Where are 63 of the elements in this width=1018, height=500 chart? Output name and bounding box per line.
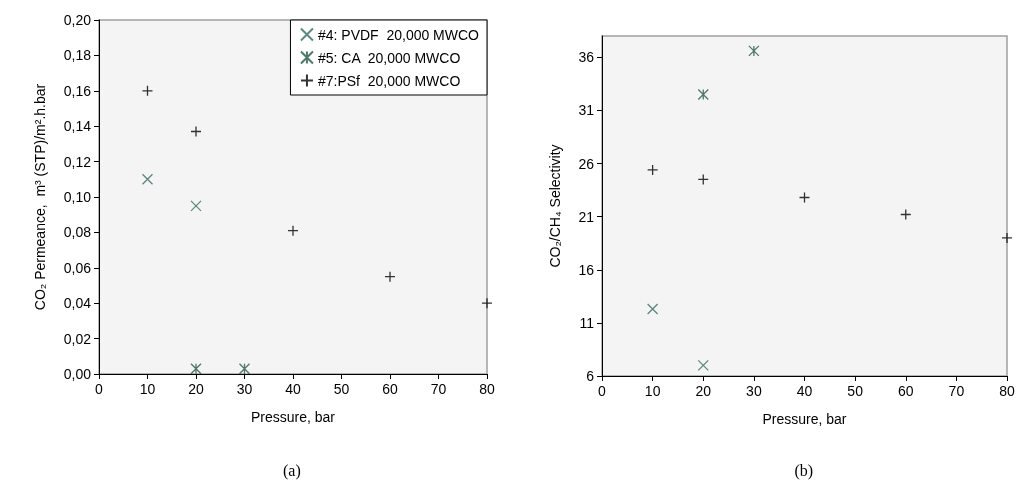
point — [697, 88, 709, 101]
x-axis-title: Pressure, bar — [762, 411, 847, 427]
y-tick-label: 0,00 — [63, 366, 92, 382]
x-tick-label: 70 — [948, 383, 965, 399]
y-tick-label: 31 — [578, 102, 595, 119]
x-tick-label: 10 — [644, 383, 661, 399]
point — [748, 45, 760, 57]
y-axis-title: CO₂ Permeance, m³ (STP)/m².h.bar — [32, 83, 48, 311]
point — [1001, 232, 1013, 244]
point — [697, 173, 709, 186]
x-tick-label: 50 — [847, 383, 864, 399]
text: (a) — [283, 461, 301, 480]
y-tick-label: 36 — [578, 49, 595, 66]
x-tick-label: 30 — [746, 383, 762, 399]
y-tick-label: 0,06 — [63, 259, 92, 276]
y-tick-label: 0,02 — [63, 330, 92, 347]
point — [141, 173, 154, 185]
y-tick-label: 0,08 — [63, 224, 92, 241]
text: (b) — [794, 461, 814, 480]
x-axis-title: Pressure, bar — [250, 409, 336, 425]
point — [798, 191, 811, 204]
x-tick-label: 60 — [897, 383, 914, 399]
y-tick-label: 26 — [578, 155, 595, 172]
point — [646, 303, 659, 315]
point — [646, 164, 659, 176]
legend-label: #5: CA 20,000 MWCO — [317, 49, 461, 66]
y-tick-label: 21 — [578, 208, 595, 225]
legend-label: #7:PSf 20,000 MWCO — [317, 72, 461, 89]
y-tick-label: 0,16 — [63, 82, 92, 99]
x-tick-label: 60 — [382, 381, 398, 397]
x-tick-label: 0 — [598, 383, 607, 399]
x-tick-label: 0 — [95, 381, 104, 397]
x-tick-label: 30 — [236, 381, 253, 397]
x-tick-label: 40 — [796, 383, 813, 399]
point — [190, 125, 202, 138]
y-tick-label: 0,10 — [63, 189, 92, 205]
x-tick-label: 70 — [430, 381, 447, 397]
x-tick-label: 50 — [333, 381, 350, 397]
x-tick-label: 40 — [285, 381, 301, 397]
point — [384, 271, 396, 283]
point — [141, 85, 154, 97]
y-tick-label: 16 — [578, 261, 595, 278]
y-tick-label: 0,14 — [63, 118, 92, 135]
point — [697, 359, 709, 372]
y-tick-label: 0,04 — [63, 295, 92, 312]
y-tick-label: 0,18 — [63, 47, 92, 64]
point — [190, 200, 202, 212]
point — [238, 363, 251, 375]
y-tick-label: 0,12 — [63, 153, 92, 170]
y-tick-label: 0,20 — [63, 12, 92, 28]
y-tick-label: 6 — [586, 368, 595, 384]
legend-label: #4: PVDF 20,000 MWCO — [317, 26, 480, 43]
point — [190, 363, 202, 375]
x-tick-label: 20 — [188, 381, 204, 397]
x-tick-label: 20 — [695, 383, 712, 399]
y-axis-title: CO₂/CH₄ Selectivity — [547, 144, 563, 268]
y-tick-label: 11 — [579, 314, 595, 331]
point — [900, 208, 912, 221]
point — [481, 297, 493, 309]
point — [287, 224, 299, 237]
x-tick-label: 10 — [139, 381, 156, 397]
x-tick-label: 80 — [479, 381, 495, 397]
x-tick-label: 80 — [999, 383, 1015, 399]
